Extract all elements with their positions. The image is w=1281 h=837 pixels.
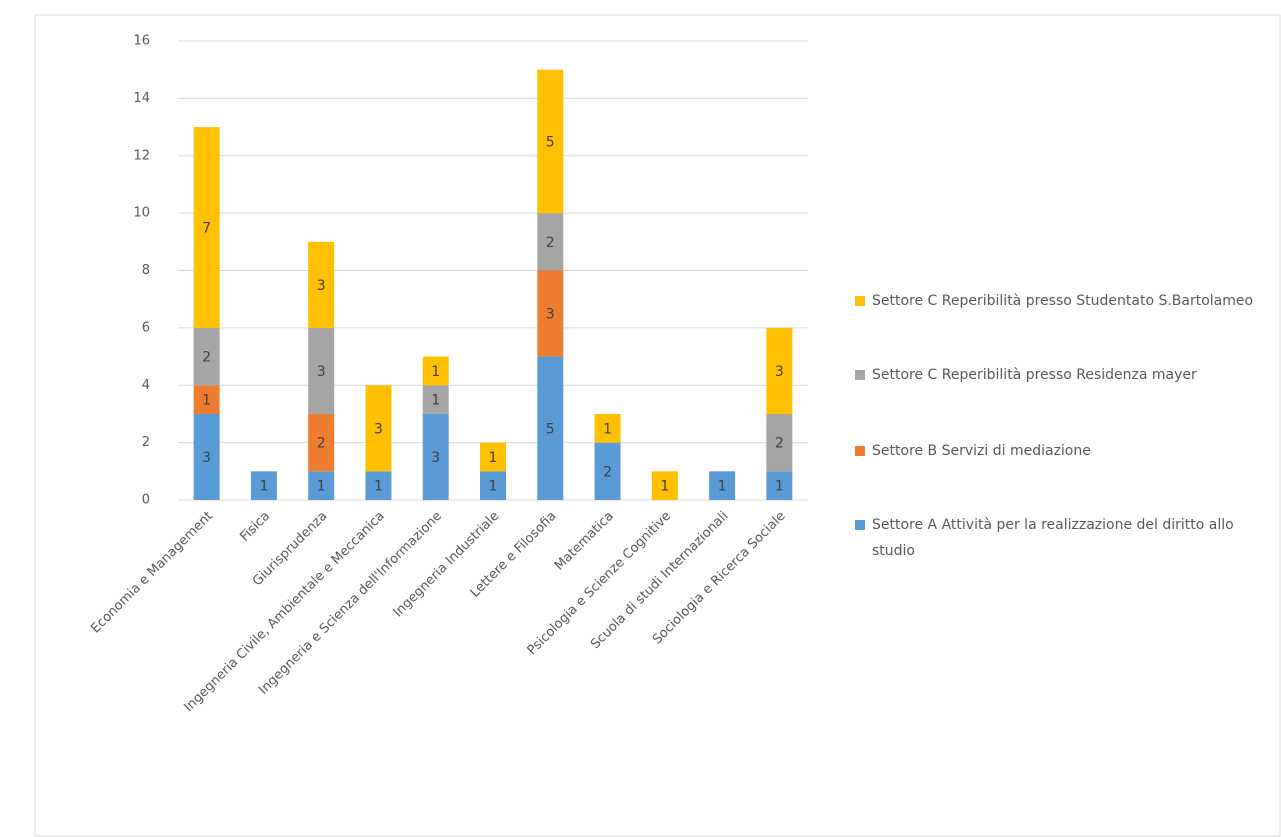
data-label: 3 bbox=[202, 450, 211, 466]
bar-segment bbox=[537, 69, 564, 214]
legend-swatch bbox=[855, 446, 865, 456]
bar-segment bbox=[308, 413, 335, 472]
bar-segment bbox=[480, 471, 506, 500]
bar-segment bbox=[766, 327, 793, 414]
bar-segment bbox=[537, 213, 564, 271]
data-label: 3 bbox=[431, 450, 440, 466]
y-tick-label: 4 bbox=[142, 378, 150, 393]
data-label: 5 bbox=[546, 421, 555, 437]
legend-label: Settore C Reperibilità presso Studentato… bbox=[872, 293, 1254, 309]
y-tick-label: 0 bbox=[142, 493, 150, 508]
data-label: 2 bbox=[202, 350, 211, 366]
data-label: 1 bbox=[660, 479, 669, 495]
bar-segment bbox=[422, 385, 449, 414]
bar-segment bbox=[308, 241, 335, 328]
bar-segment bbox=[766, 471, 793, 500]
bar-segment bbox=[365, 471, 392, 500]
data-label: 1 bbox=[431, 364, 440, 380]
x-tick-label: Ingegneria Industriale bbox=[391, 509, 503, 621]
data-label: 3 bbox=[775, 364, 784, 380]
data-label: 7 bbox=[202, 220, 211, 236]
legend-item: Settore C Reperibilità presso Residenza … bbox=[855, 362, 1265, 388]
data-label: 5 bbox=[546, 134, 555, 150]
legend-item: Settore B Servizi di mediazione bbox=[855, 438, 1265, 464]
y-tick-label: 14 bbox=[133, 91, 150, 106]
data-label: 2 bbox=[546, 235, 555, 251]
data-label: 1 bbox=[603, 421, 612, 437]
y-tick-label: 2 bbox=[142, 435, 150, 450]
bar-segment bbox=[193, 413, 220, 500]
data-label: 2 bbox=[317, 436, 326, 452]
x-tick-label: Ingegneria Civile, Ambientale e Meccanic… bbox=[181, 509, 387, 715]
bar-segment bbox=[709, 471, 736, 500]
legend-item: Settore C Reperibilità presso Studentato… bbox=[855, 288, 1265, 314]
bar-segment bbox=[422, 413, 449, 500]
bar-segment bbox=[365, 385, 392, 472]
bar-segment bbox=[537, 356, 564, 500]
legend-item: Settore A Attività per la realizzazione … bbox=[855, 512, 1265, 564]
data-label: 3 bbox=[546, 307, 555, 323]
bar-segment bbox=[193, 385, 220, 414]
data-label: 3 bbox=[317, 364, 326, 380]
y-tick-label: 10 bbox=[133, 206, 150, 221]
data-label: 2 bbox=[603, 464, 612, 480]
chart-frame bbox=[34, 14, 1281, 837]
legend-label: Settore B Servizi di mediazione bbox=[872, 443, 1091, 459]
data-label: 1 bbox=[317, 479, 326, 495]
data-label: 3 bbox=[374, 421, 383, 437]
bar-segment bbox=[766, 413, 793, 472]
data-label: 2 bbox=[775, 436, 784, 452]
y-tick-label: 6 bbox=[142, 320, 150, 335]
bar-segment bbox=[308, 327, 335, 414]
y-tick-label: 8 bbox=[142, 263, 150, 278]
data-label: 1 bbox=[775, 479, 784, 495]
y-tick-label: 12 bbox=[133, 148, 150, 163]
bar-segment bbox=[422, 356, 449, 386]
legend-label: Settore C Reperibilità presso Residenza … bbox=[872, 367, 1197, 383]
data-label: 1 bbox=[431, 393, 440, 409]
bar-segment bbox=[537, 270, 564, 357]
x-tick-label: Economia e Management bbox=[88, 509, 216, 637]
data-label: 1 bbox=[374, 479, 383, 495]
data-label: 3 bbox=[317, 278, 326, 294]
bar-segment bbox=[308, 471, 335, 500]
legend-swatch bbox=[855, 370, 865, 380]
data-label: 1 bbox=[489, 479, 498, 495]
data-label: 1 bbox=[202, 393, 211, 409]
bar-segment bbox=[480, 442, 506, 472]
legend-label: Settore A Attività per la realizzazione … bbox=[872, 517, 1234, 559]
bar-segment bbox=[193, 127, 220, 328]
legend-swatch bbox=[855, 296, 865, 306]
bar-segment bbox=[594, 413, 621, 443]
data-label: 1 bbox=[718, 479, 727, 495]
bar-segment bbox=[651, 471, 678, 500]
y-tick-label: 16 bbox=[133, 34, 150, 49]
bar-segment bbox=[193, 327, 220, 386]
legend-swatch bbox=[855, 520, 865, 530]
x-tick-label: Fisica bbox=[237, 509, 273, 545]
data-label: 1 bbox=[489, 450, 498, 466]
bar-segment bbox=[250, 471, 277, 500]
bar-segment bbox=[594, 442, 621, 500]
data-label: 1 bbox=[259, 479, 268, 495]
